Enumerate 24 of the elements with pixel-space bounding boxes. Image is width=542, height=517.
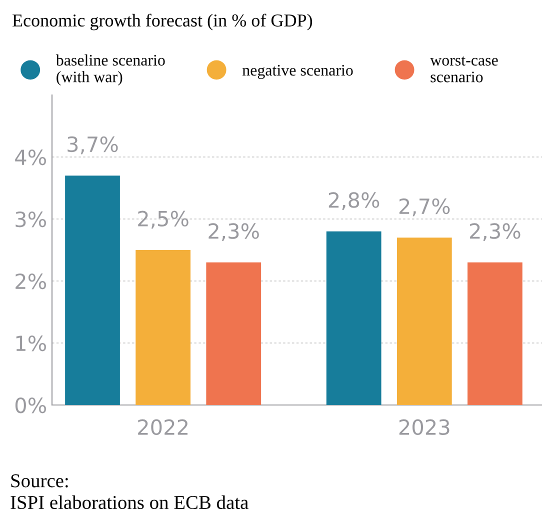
data-label: 2,7% <box>399 198 450 216</box>
bar <box>326 231 382 405</box>
y-tick-label: 1% <box>16 335 46 352</box>
bar <box>468 262 522 405</box>
bar <box>136 250 191 405</box>
legend-label: baseline scenario (with war) <box>56 54 165 86</box>
x-tick-label: 2022 <box>138 419 188 436</box>
bar <box>206 262 262 405</box>
y-tick-label: 2% <box>16 273 46 290</box>
legend-label: negative scenario <box>242 64 353 79</box>
data-label: 2,5% <box>138 210 188 229</box>
x-tick-label: 2023 <box>399 419 450 436</box>
y-tick-label: 4% <box>15 149 46 166</box>
data-label: 3,7% <box>68 136 118 154</box>
bar <box>65 176 120 405</box>
source-note: Source: ISPI elaborations on ECB data <box>10 474 248 510</box>
data-label: 2,3% <box>208 223 259 242</box>
y-tick-label: 3% <box>16 211 46 228</box>
chart-title: Economic growth forecast (in % of GDP) <box>12 14 312 30</box>
data-label: 2,3% <box>470 223 520 242</box>
bar <box>396 238 452 405</box>
data-label: 2,8% <box>328 192 380 210</box>
y-tick-label: 0% <box>15 397 46 414</box>
legend-label: worst-case scenario <box>430 56 498 82</box>
